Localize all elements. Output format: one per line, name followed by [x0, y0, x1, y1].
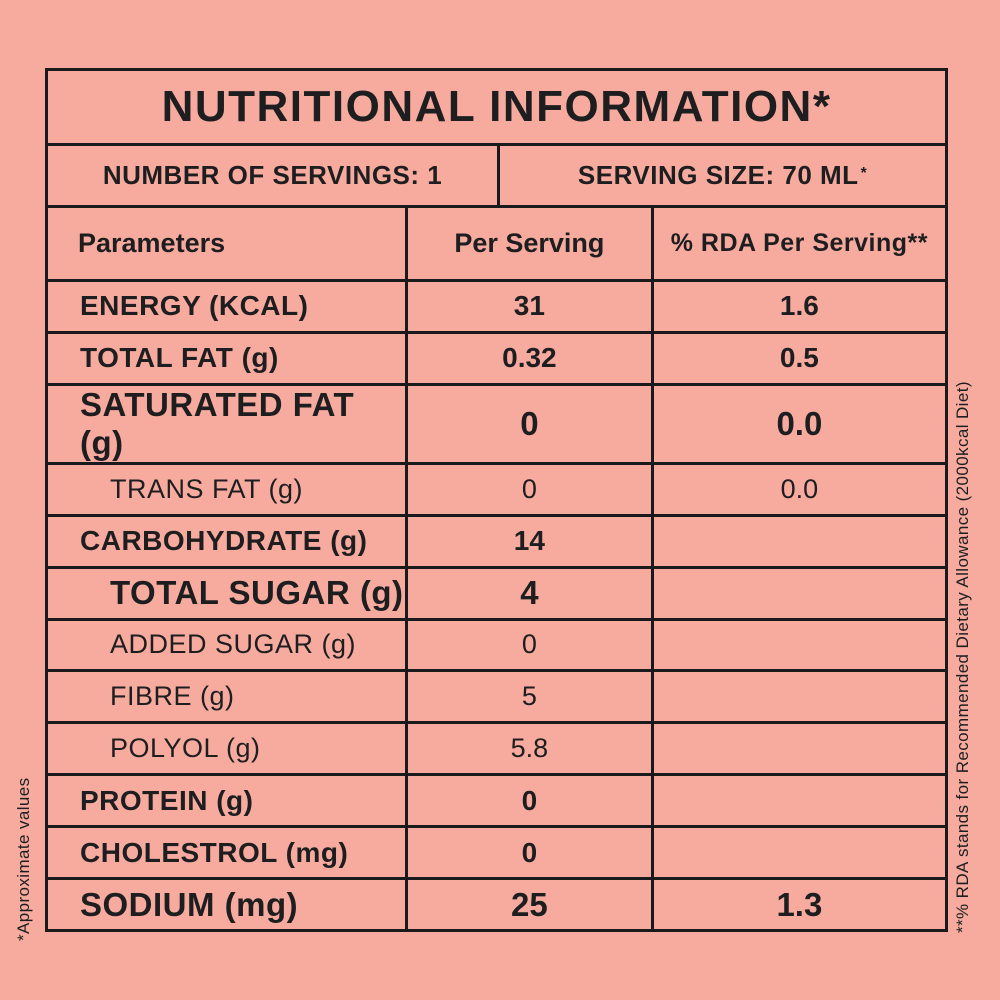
- row-parameter-label: SATURATED FAT (g): [80, 385, 355, 461]
- row-rda-value: [650, 620, 945, 670]
- table-row: ENERGY (KCAL) 31 1.6: [48, 282, 945, 334]
- table-row: SODIUM (mg) 25 1.3: [48, 880, 945, 929]
- row-parameter-label: TRANS FAT (g): [110, 473, 304, 504]
- row-rda-value: 1.3: [650, 880, 945, 929]
- row-rda-value: 0.0: [650, 464, 945, 514]
- nutrition-table: NUTRITIONAL INFORMATION* NUMBER OF SERVI…: [45, 68, 948, 932]
- row-per-serving-value: 4: [405, 568, 651, 618]
- table-row: TRANS FAT (g) 0 0.0: [48, 464, 945, 517]
- header-parameters: Parameters: [78, 228, 226, 258]
- table-row: POLYOL (g) 5.8: [48, 724, 945, 777]
- serving-size: SERVING SIZE: 70 ML *: [577, 160, 868, 190]
- table-row: ADDED SUGAR (g) 0: [48, 620, 945, 673]
- row-rda-value: [650, 672, 945, 722]
- table-row: TOTAL FAT (g) 0.32 0.5: [48, 333, 945, 386]
- table-row: FIBRE (g) 5: [48, 672, 945, 725]
- row-rda-value: 0.5: [650, 333, 945, 383]
- row-parameter-label: FIBRE (g): [110, 681, 235, 712]
- row-parameter-label: POLYOL (g): [110, 733, 261, 764]
- number-of-servings: NUMBER OF SERVINGS: 1: [48, 146, 501, 205]
- row-per-serving-value: 31: [405, 282, 651, 331]
- row-rda-value: [650, 828, 945, 878]
- table-row: TOTAL SUGAR (g) 4: [48, 568, 945, 621]
- table-row: CARBOHYDRATE (g) 14: [48, 516, 945, 569]
- row-per-serving-value: 0: [405, 776, 651, 826]
- row-rda-value: 1.6: [650, 282, 945, 331]
- table-title: NUTRITIONAL INFORMATION*: [48, 71, 945, 146]
- row-per-serving-value: 25: [405, 880, 651, 929]
- table-row: CHOLESTROL (mg) 0: [48, 828, 945, 881]
- column-headers: Parameters Per Serving % RDA Per Serving…: [48, 208, 945, 282]
- nutrition-rows: ENERGY (KCAL) 31 1.6 TOTAL FAT (g) 0.32 …: [48, 282, 945, 929]
- row-parameter-label: TOTAL FAT (g): [80, 342, 279, 374]
- row-rda-value: [650, 568, 945, 618]
- row-per-serving-value: 0.32: [405, 333, 651, 383]
- row-per-serving-value: 0: [405, 464, 651, 514]
- header-rda-per-serving: % RDA Per Serving**: [650, 208, 945, 279]
- footnote-rda-definition: **% RDA stands for Recommended Dietary A…: [953, 381, 972, 933]
- row-rda-value: [650, 776, 945, 826]
- header-per-serving: Per Serving: [405, 208, 651, 279]
- row-per-serving-value: 5.8: [405, 724, 651, 774]
- footnote-approximate-values: *Approximate values: [14, 777, 33, 941]
- row-rda-value: [650, 724, 945, 774]
- table-row: SATURATED FAT (g) 0 0.0: [48, 385, 945, 465]
- row-parameter-label: PROTEIN (g): [80, 784, 254, 816]
- row-parameter-label: CHOLESTROL (mg): [80, 836, 349, 868]
- row-per-serving-value: 0: [405, 620, 651, 670]
- row-parameter-label: ADDED SUGAR (g): [110, 629, 357, 660]
- row-parameter-label: CARBOHYDRATE (g): [80, 525, 368, 557]
- row-rda-value: [650, 516, 945, 566]
- row-parameter-label: SODIUM (mg): [80, 885, 299, 923]
- row-parameter-label: TOTAL SUGAR (g): [110, 574, 404, 612]
- serving-size-text: SERVING SIZE: 70 ML: [577, 160, 859, 190]
- table-row: PROTEIN (g) 0: [48, 776, 945, 829]
- row-rda-value: 0.0: [650, 385, 945, 462]
- servings-row: NUMBER OF SERVINGS: 1 SERVING SIZE: 70 M…: [48, 146, 945, 208]
- row-per-serving-value: 0: [405, 385, 651, 462]
- row-per-serving-value: 14: [405, 516, 651, 566]
- row-per-serving-value: 5: [405, 672, 651, 722]
- row-per-serving-value: 0: [405, 828, 651, 878]
- row-parameter-label: ENERGY (KCAL): [80, 290, 309, 322]
